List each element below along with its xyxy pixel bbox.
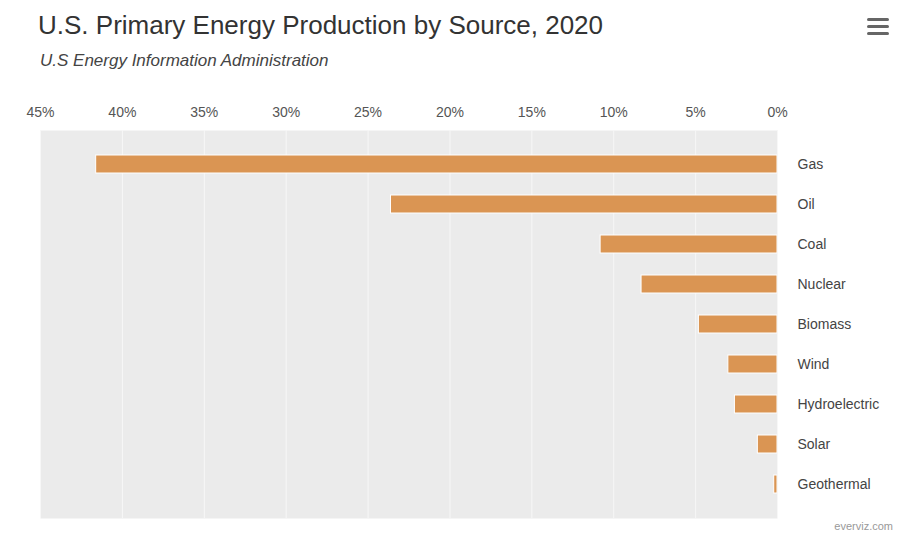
svg-text:Wind: Wind	[798, 356, 830, 372]
svg-text:Nuclear: Nuclear	[798, 276, 847, 292]
svg-text:Gas: Gas	[798, 156, 824, 172]
svg-text:0%: 0%	[767, 104, 787, 120]
svg-text:30%: 30%	[272, 104, 300, 120]
svg-text:40%: 40%	[108, 104, 136, 120]
html-text:everviz.com: everviz.com	[834, 520, 893, 532]
svg-text:Hydroelectric: Hydroelectric	[798, 396, 880, 412]
svg-text:Solar: Solar	[798, 436, 831, 452]
svg-text:Geothermal: Geothermal	[798, 476, 871, 492]
svg-text:Coal: Coal	[798, 236, 827, 252]
svg-text:Oil: Oil	[798, 196, 815, 212]
svg-text:35%: 35%	[190, 104, 218, 120]
svg-text:Biomass: Biomass	[798, 316, 852, 332]
svg-text:45%: 45%	[26, 104, 54, 120]
svg-text:15%: 15%	[518, 104, 546, 120]
svg-text:25%: 25%	[354, 104, 382, 120]
svg-text:10%: 10%	[600, 104, 628, 120]
svg-text:20%: 20%	[436, 104, 464, 120]
html-text:U.S Energy Information Adminis: U.S Energy Information Administration	[40, 51, 329, 70]
html-text:U.S. Primary Energy Production: U.S. Primary Energy Production by Source…	[38, 10, 603, 40]
svg-text:5%: 5%	[685, 104, 705, 120]
